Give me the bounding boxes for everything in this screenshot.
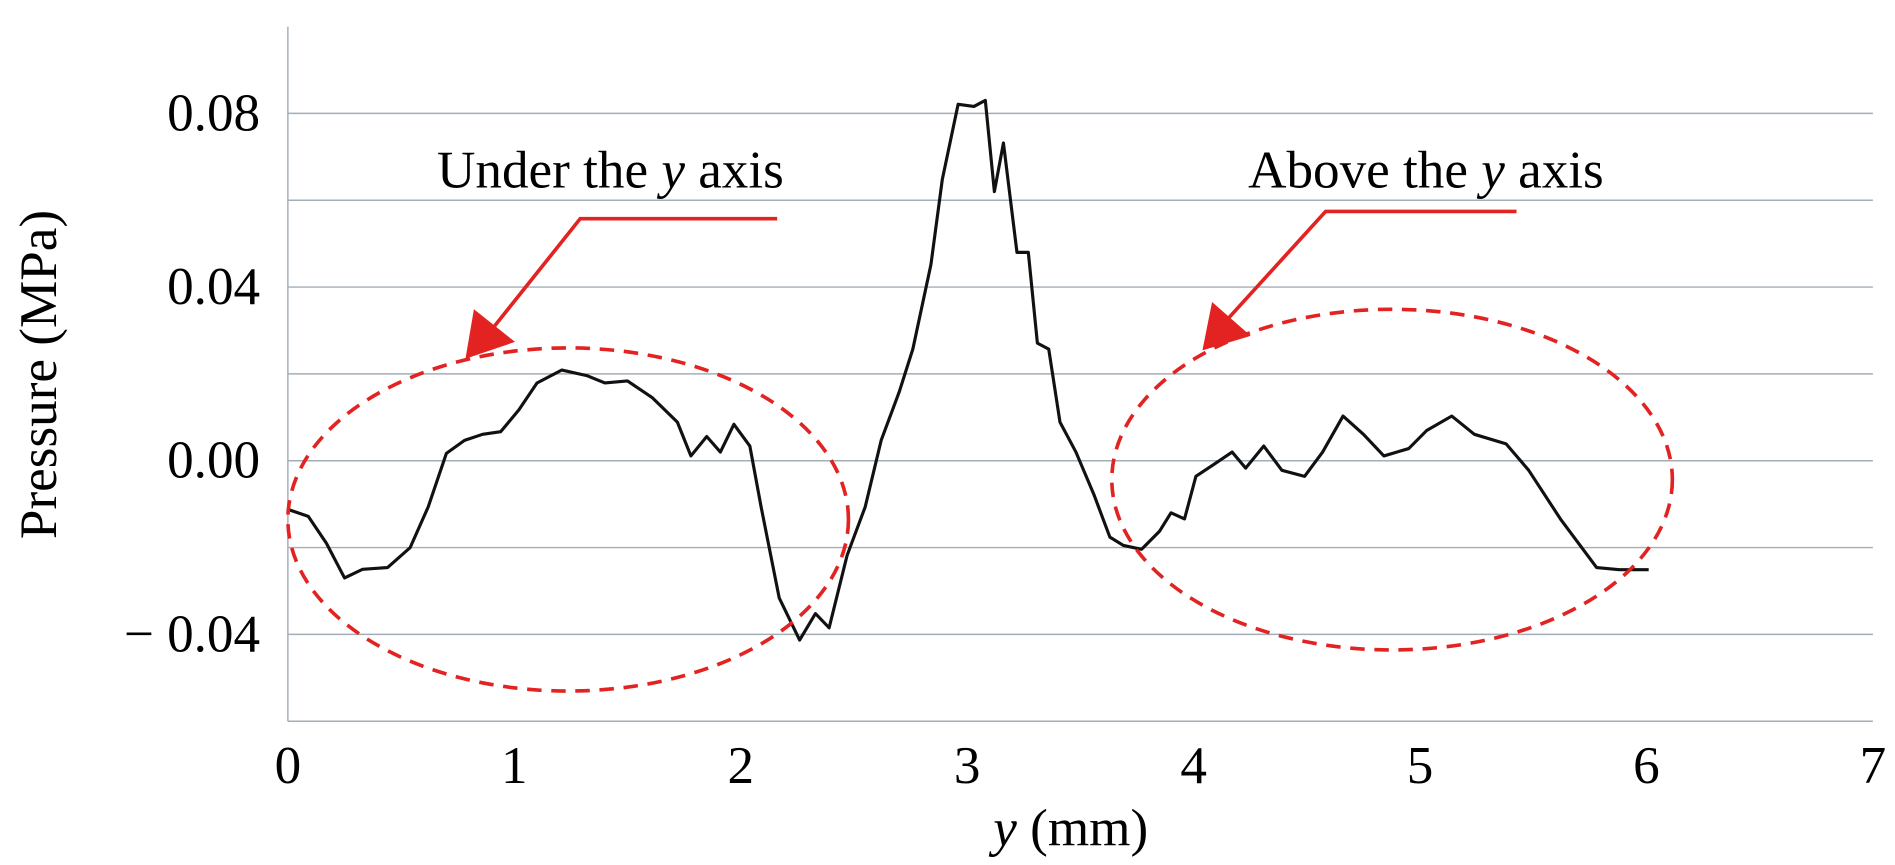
annotation: Under the y axis — [437, 141, 784, 199]
plot: 0.08 0.04 0.00 − 0.04 0 1 2 3 4 5 6 7 — [124, 26, 1887, 795]
arrow-head — [465, 309, 515, 359]
x-tick-label: 7 — [1860, 737, 1887, 795]
y-tick-label: − 0.04 — [124, 605, 260, 663]
annotation-text: axis — [1505, 141, 1604, 199]
arrow-line — [488, 216, 778, 334]
annotation-text: axis — [685, 141, 784, 199]
annotation: Above the y axis — [1248, 141, 1604, 199]
arrow-line — [1226, 209, 1517, 321]
highlight-ellipse — [1109, 307, 1675, 652]
y-tick-label: 0.04 — [167, 258, 260, 316]
x-tick-label: 5 — [1407, 737, 1434, 795]
x-axis-label: y (mm) — [988, 800, 1148, 858]
x-tick-label: 0 — [275, 737, 302, 795]
x-tick-label: 1 — [501, 737, 528, 795]
highlight-ellipse — [286, 346, 851, 693]
x-axis-label-part: y — [988, 800, 1017, 858]
x-tick-label: 2 — [727, 737, 754, 795]
data-line — [287, 98, 1649, 642]
annotation-shapes — [286, 209, 1675, 693]
annotation-text: y — [656, 141, 685, 199]
y-tick-label: 0.00 — [167, 432, 260, 490]
x-axis-label-part: (mm) — [1017, 800, 1148, 858]
annotation-text: Under the — [437, 141, 661, 199]
annotation-text: Above the — [1248, 141, 1481, 199]
arrow-head — [1202, 302, 1251, 351]
y-axis-label: Pressure (MPa) — [10, 210, 68, 539]
y-tick-label: 0.08 — [167, 84, 260, 142]
x-tick-label: 4 — [1180, 737, 1207, 795]
x-tick-label: 3 — [954, 737, 981, 795]
x-tick-label: 6 — [1633, 737, 1660, 795]
annotation-text: y — [1476, 141, 1505, 199]
